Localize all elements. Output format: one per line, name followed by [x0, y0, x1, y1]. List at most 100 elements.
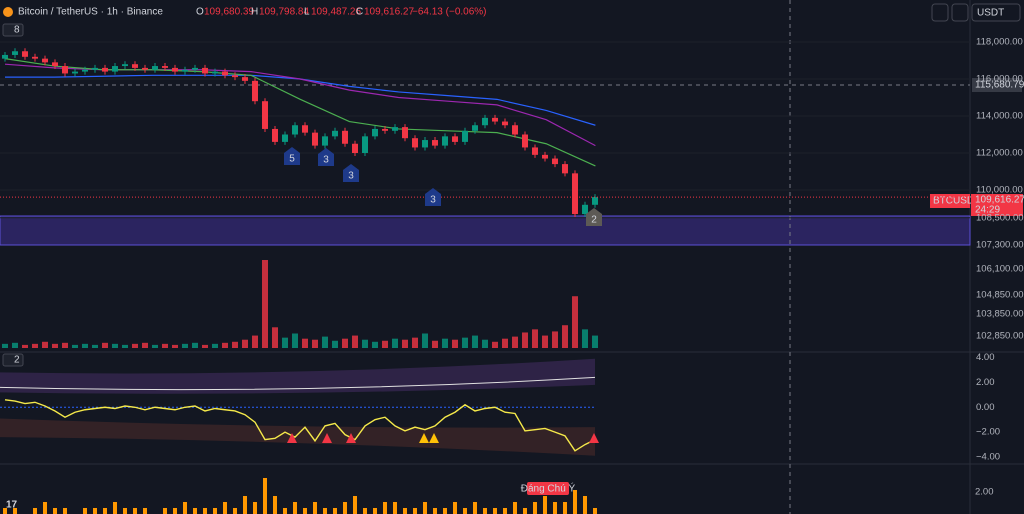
candle	[92, 67, 98, 70]
histogram-bar	[333, 508, 337, 514]
volume-bar	[372, 341, 378, 348]
histogram-bar	[323, 508, 327, 514]
histogram-bar	[83, 508, 87, 514]
candle	[412, 138, 418, 148]
histogram-bar	[93, 508, 97, 514]
y-tick-label: 110,000.00	[976, 185, 1023, 196]
histogram-bar	[13, 508, 17, 514]
candle	[42, 58, 48, 63]
volume-bar	[222, 342, 228, 348]
volume-bar	[502, 338, 508, 348]
histogram-bar	[583, 496, 587, 514]
volume-bar	[282, 337, 288, 348]
histogram-bar	[53, 508, 57, 514]
histogram-bar	[483, 508, 487, 514]
candle	[582, 204, 588, 215]
bottom-tick: 2.00	[975, 487, 994, 498]
volume-bar	[562, 325, 568, 348]
volume-bar	[32, 343, 38, 348]
volume-bar	[172, 344, 178, 348]
band-line	[0, 376, 596, 391]
volume-bar	[322, 336, 328, 348]
candle	[82, 69, 88, 72]
histogram-bar	[283, 508, 287, 514]
volume-bar	[592, 335, 598, 348]
refresh-button[interactable]	[951, 3, 969, 22]
histogram-bar	[403, 508, 407, 514]
support-zone	[0, 215, 971, 246]
volume-bar	[142, 342, 148, 348]
candle	[552, 158, 558, 165]
histogram-bar	[43, 502, 47, 514]
alert-bg	[527, 482, 569, 495]
histogram-bar	[123, 508, 127, 514]
histogram-bar	[113, 502, 117, 514]
countdown: 24:29	[975, 205, 1000, 216]
currency-select[interactable]	[971, 3, 1021, 22]
y-tick-label: 104,850.00	[976, 290, 1024, 301]
currency: USDT	[977, 8, 1004, 19]
volume-bar	[472, 335, 478, 348]
histogram-bar	[473, 502, 477, 514]
volume-bar	[272, 327, 278, 348]
alert-triangle	[419, 433, 429, 443]
histogram-bar	[373, 508, 377, 514]
y-tick-label: 2.00	[976, 377, 995, 388]
volume-bar	[442, 338, 448, 348]
histogram-bar	[453, 502, 457, 514]
candle	[432, 140, 438, 146]
y-tick-label: 106,100.00	[976, 264, 1024, 275]
histogram-bar	[313, 502, 317, 514]
ticker: BTCUSDT	[933, 196, 980, 207]
histogram-bar	[103, 508, 107, 514]
candle	[2, 54, 8, 59]
y-tick-label: 114,000.00	[976, 111, 1023, 122]
candle	[172, 67, 178, 72]
histogram-bar	[303, 508, 307, 514]
y-tick-label: −2.00	[976, 427, 1000, 438]
volume-bar	[312, 339, 318, 348]
histogram-bar	[393, 502, 397, 514]
y-tick-label: 102,850.00	[976, 331, 1024, 342]
candle	[162, 66, 168, 68]
volume-bar	[582, 329, 588, 348]
y-tick-label: 0.00	[976, 402, 995, 413]
candle	[182, 69, 188, 72]
volume-bar	[152, 344, 158, 348]
volume-bar	[432, 340, 438, 348]
pane-badge[interactable]	[2, 23, 24, 37]
signal-label: 5	[289, 154, 295, 165]
histogram-bar	[433, 508, 437, 514]
volume-bar	[242, 339, 248, 348]
signal-marker	[318, 148, 334, 166]
alert-triangle	[346, 433, 356, 443]
high: 109,798.84	[259, 7, 309, 18]
histogram-bar	[203, 508, 207, 514]
candle	[312, 132, 318, 146]
signal-marker	[586, 208, 602, 226]
pane-badge[interactable]	[2, 353, 24, 367]
histogram-bar	[573, 490, 577, 514]
histogram-bar	[413, 508, 417, 514]
histogram-bar	[163, 508, 167, 514]
candle	[512, 125, 518, 135]
band	[0, 418, 595, 456]
candle	[392, 127, 398, 131]
histogram-bar	[143, 508, 147, 514]
volume-bar	[202, 344, 208, 348]
crosshair-price: 115,680.79	[975, 80, 1024, 91]
candle	[372, 128, 378, 137]
signal-label: 2	[591, 215, 597, 226]
volume-bar	[352, 335, 358, 348]
l-label: L	[304, 7, 310, 18]
volume-bar	[382, 340, 388, 348]
volume-bar	[182, 343, 188, 348]
signal-marker	[343, 164, 359, 182]
candle	[212, 71, 218, 74]
candle	[522, 134, 528, 148]
candle	[562, 164, 568, 174]
volume-bar	[412, 337, 418, 348]
volume-bar	[532, 329, 538, 348]
download-button[interactable]	[931, 3, 949, 22]
c-label: C	[356, 7, 363, 18]
